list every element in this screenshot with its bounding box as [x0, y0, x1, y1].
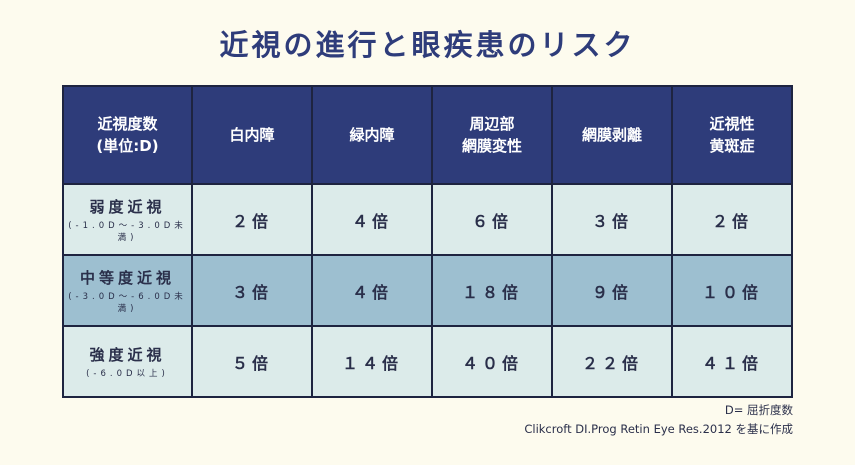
table-cell: ４１倍 — [671, 325, 793, 398]
table-cell: ３倍 — [191, 254, 313, 327]
row-range: (-6.0D以上) — [86, 369, 169, 379]
row-label: 強度近視 — [89, 346, 166, 364]
table-cell: ２２倍 — [551, 325, 673, 398]
header-maculopathy-line2: 黄斑症 — [709, 137, 755, 155]
header-retinal-detachment: 網膜剥離 — [551, 85, 673, 185]
risk-table: 近視度数 (単位:D) 白内障 緑内障 周辺部 網膜変性 網膜剥離 近視性 黄斑… — [62, 85, 793, 398]
header-retinal-detachment-label: 網膜剥離 — [581, 126, 642, 144]
table-cell: ３倍 — [551, 183, 673, 256]
table-cell: ６倍 — [431, 183, 553, 256]
header-glaucoma: 緑内障 — [311, 85, 433, 185]
header-peripheral-line1: 周辺部 — [469, 115, 515, 133]
row-header: 強度近視 (-6.0D以上) — [62, 325, 193, 398]
table-cell: ４倍 — [311, 254, 433, 327]
header-myopic-maculopathy: 近視性 黄斑症 — [671, 85, 793, 185]
row-label: 弱度近視 — [89, 198, 166, 216]
table-row: 中等度近視 (-3.0D〜-6.0D未満) ３倍 ４倍 １８倍 ９倍 １０倍 — [62, 254, 793, 327]
row-header: 中等度近視 (-3.0D〜-6.0D未満) — [62, 254, 193, 327]
table-cell: １０倍 — [671, 254, 793, 327]
row-label: 中等度近視 — [79, 269, 175, 287]
footnote-definition: D= 屈折度数 — [724, 403, 793, 417]
header-maculopathy-line1: 近視性 — [709, 115, 755, 133]
table-row: 弱度近視 (-1.0D〜-3.0D未満) ２倍 ４倍 ６倍 ３倍 ２倍 — [62, 183, 793, 256]
table-cell: １８倍 — [431, 254, 553, 327]
row-range: (-3.0D〜-6.0D未満) — [68, 292, 187, 314]
table-cell: １４倍 — [311, 325, 433, 398]
page-title: 近視の進行と眼疾患のリスク — [219, 28, 636, 62]
header-myopia-degree-line2: (単位:D) — [96, 137, 159, 155]
table-header-row: 近視度数 (単位:D) 白内障 緑内障 周辺部 網膜変性 網膜剥離 近視性 黄斑… — [62, 85, 793, 185]
header-myopia-degree-line1: 近視度数 — [97, 115, 158, 133]
table-cell: ５倍 — [191, 325, 313, 398]
table-cell: ４倍 — [311, 183, 433, 256]
header-peripheral-retinal-degeneration: 周辺部 網膜変性 — [431, 85, 553, 185]
header-myopia-degree: 近視度数 (単位:D) — [62, 85, 193, 185]
header-glaucoma-label: 緑内障 — [349, 126, 395, 144]
table-cell: ９倍 — [551, 254, 673, 327]
header-cataract-label: 白内障 — [229, 126, 275, 144]
table-cell: ２倍 — [671, 183, 793, 256]
footnote-source: Clikcroft DI.Prog Retin Eye Res.2012 を基に… — [524, 422, 793, 436]
header-peripheral-line2: 網膜変性 — [461, 137, 522, 155]
table-cell: ４０倍 — [431, 325, 553, 398]
row-range: (-1.0D〜-3.0D未満) — [68, 221, 187, 243]
table-cell: ２倍 — [191, 183, 313, 256]
row-header: 弱度近視 (-1.0D〜-3.0D未満) — [62, 183, 193, 256]
table-row: 強度近視 (-6.0D以上) ５倍 １４倍 ４０倍 ２２倍 ４１倍 — [62, 325, 793, 398]
header-cataract: 白内障 — [191, 85, 313, 185]
